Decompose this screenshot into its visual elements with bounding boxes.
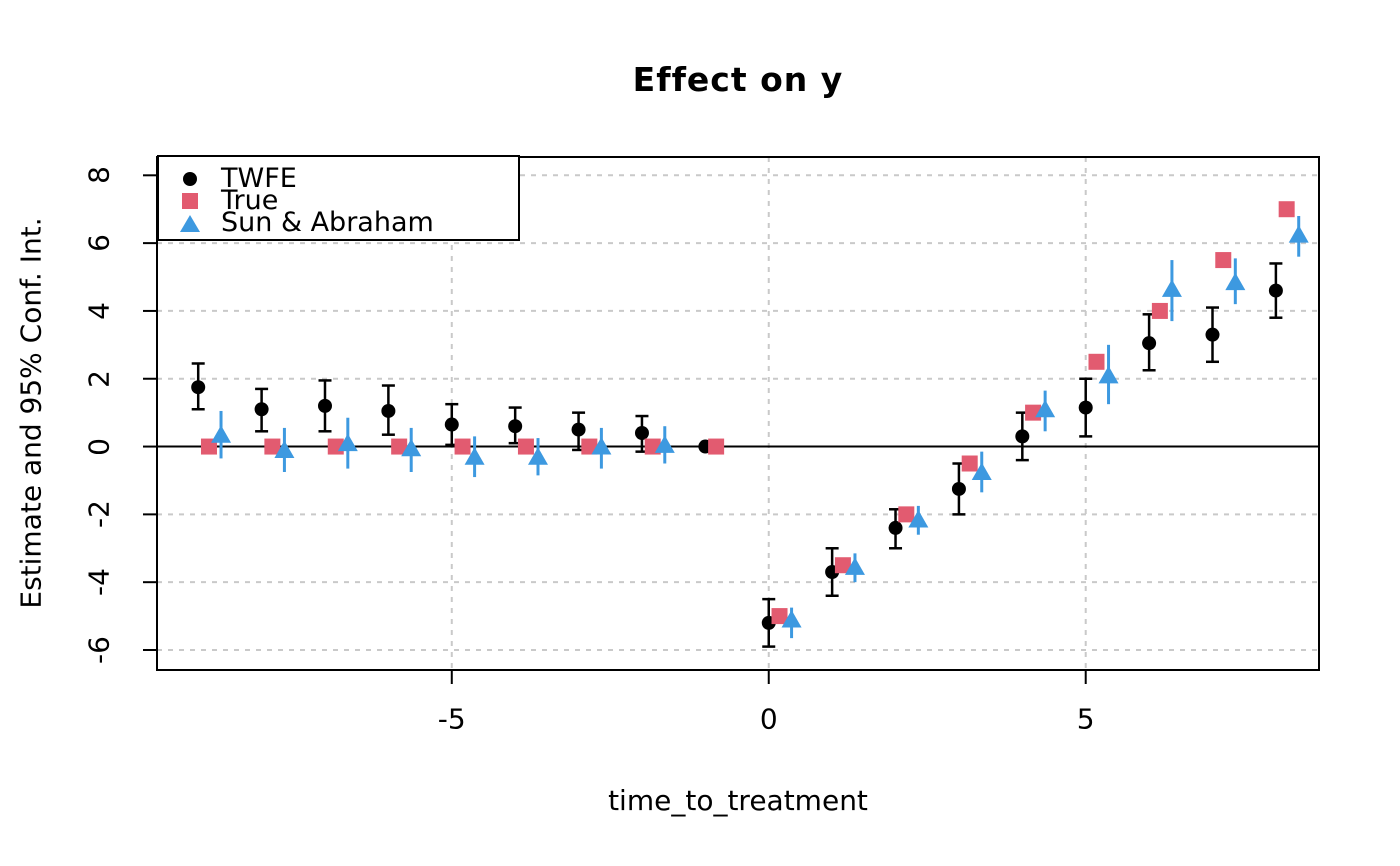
legend-label: True bbox=[221, 185, 279, 216]
data-point-triangle bbox=[591, 437, 612, 455]
data-point-square bbox=[391, 438, 408, 455]
data-point-square bbox=[517, 438, 534, 455]
x-tick-label: -5 bbox=[437, 702, 466, 736]
data-point-circle bbox=[317, 398, 332, 413]
data-point-triangle bbox=[971, 462, 992, 480]
y-tick-label: -4 bbox=[82, 568, 116, 597]
data-point-square bbox=[1215, 252, 1232, 269]
x-tick-label: 5 bbox=[1076, 702, 1095, 736]
x-tick-label: 0 bbox=[759, 702, 778, 736]
data-point-square bbox=[264, 438, 281, 455]
data-point-triangle bbox=[781, 609, 802, 628]
data-point-square bbox=[708, 438, 725, 455]
data-point-circle bbox=[634, 425, 649, 440]
y-tick-label: 8 bbox=[82, 166, 116, 185]
legend-label: TWFE bbox=[221, 163, 297, 194]
data-point-circle bbox=[951, 481, 966, 496]
series-true bbox=[200, 201, 1295, 625]
data-point-circle bbox=[1268, 283, 1283, 298]
data-point-triangle bbox=[1098, 365, 1119, 384]
data-point-circle bbox=[1142, 336, 1157, 351]
y-tick-label: 0 bbox=[82, 437, 116, 456]
legend-key bbox=[159, 172, 221, 186]
data-point-square bbox=[454, 438, 471, 455]
y-tick-label: 4 bbox=[82, 302, 116, 320]
data-point-triangle bbox=[1161, 279, 1182, 297]
data-point-triangle bbox=[654, 435, 675, 453]
plot-border bbox=[156, 156, 1320, 671]
y-tick-label: 6 bbox=[82, 234, 116, 253]
data-point-circle bbox=[444, 417, 459, 432]
data-point-circle bbox=[381, 403, 396, 418]
data-point-circle bbox=[1078, 400, 1093, 415]
legend-label: Sun & Abraham bbox=[221, 207, 434, 238]
data-point-triangle bbox=[527, 447, 548, 465]
x-axis-label: time_to_treatment bbox=[608, 784, 868, 817]
data-point-triangle bbox=[401, 438, 422, 457]
data-point-square bbox=[1151, 302, 1168, 319]
data-point-square bbox=[581, 438, 598, 455]
data-point-circle bbox=[571, 422, 586, 437]
y-tick-label: 2 bbox=[82, 369, 116, 388]
data-point-triangle bbox=[908, 509, 929, 528]
legend-key bbox=[159, 214, 221, 232]
y-tick-label: -6 bbox=[82, 636, 116, 664]
data-point-triangle bbox=[1288, 225, 1309, 243]
data-point-circle bbox=[888, 520, 903, 535]
legend-key bbox=[159, 193, 221, 209]
data-point-circle bbox=[254, 402, 269, 417]
data-point-circle bbox=[1205, 327, 1220, 342]
data-point-circle bbox=[508, 419, 523, 434]
series-twfe bbox=[191, 262, 1283, 648]
data-point-circle bbox=[191, 380, 206, 395]
data-point-circle bbox=[1015, 429, 1030, 444]
series-sun-abraham bbox=[211, 215, 1309, 639]
data-point-square bbox=[1278, 201, 1295, 218]
data-point-triangle bbox=[1225, 272, 1246, 291]
data-point-square bbox=[898, 506, 915, 523]
data-point-square bbox=[834, 557, 851, 574]
legend-item-true: True bbox=[159, 185, 518, 216]
data-point-triangle bbox=[211, 425, 232, 443]
data-point-triangle bbox=[274, 440, 295, 458]
data-point-triangle bbox=[464, 447, 485, 465]
legend-item-twfe: TWFE bbox=[159, 163, 518, 194]
data-point-square bbox=[1088, 353, 1105, 370]
y-tick-label: -2 bbox=[82, 500, 116, 529]
data-point-triangle bbox=[844, 557, 865, 575]
filled-triangle-icon bbox=[180, 214, 200, 232]
chart-title: Effect on y bbox=[632, 60, 844, 99]
legend-item-sun-abraham: Sun & Abraham bbox=[159, 207, 518, 238]
data-point-triangle bbox=[1035, 399, 1056, 418]
axis-ticks bbox=[143, 174, 1087, 684]
data-point-triangle bbox=[337, 433, 358, 452]
filled-square-icon bbox=[182, 193, 198, 209]
data-point-square bbox=[961, 455, 978, 472]
legend: TWFE True Sun & Abraham bbox=[157, 155, 520, 241]
y-axis-label: Estimate and 95% Conf. Int. bbox=[14, 217, 48, 609]
data-point-square bbox=[771, 608, 788, 625]
filled-circle-icon bbox=[183, 172, 197, 186]
